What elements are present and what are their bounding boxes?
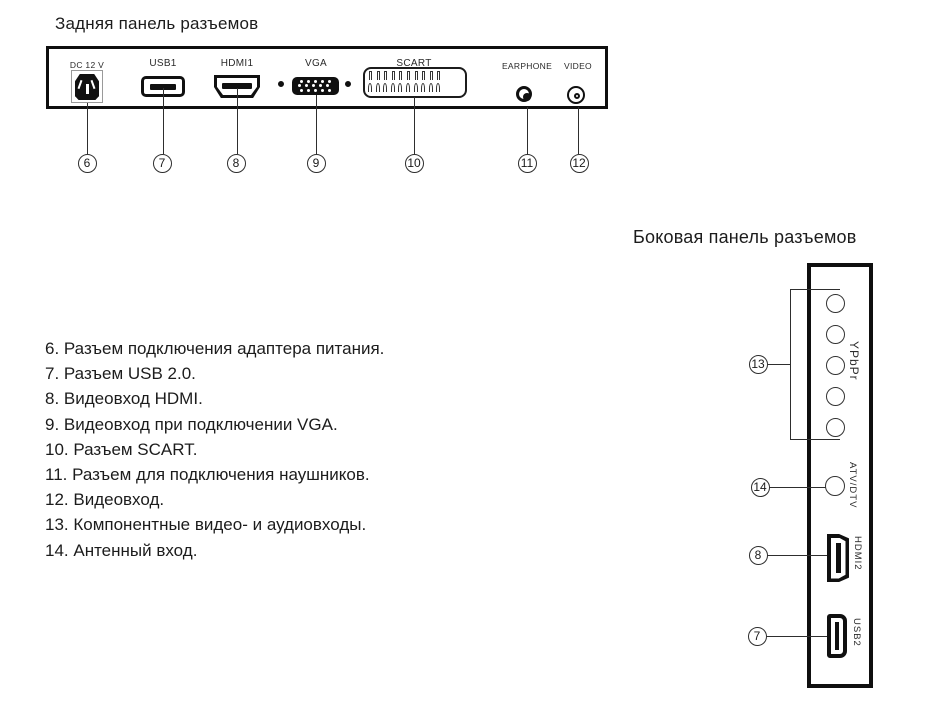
- scart-pin-row-bottom: [368, 83, 441, 92]
- callout-8: 8: [226, 153, 246, 173]
- ypbpr-jack: [826, 325, 845, 344]
- leader-line-7-side: [766, 636, 836, 638]
- leader-line-14: [769, 487, 826, 489]
- vga-pin-row: [292, 88, 339, 92]
- ypbpr-jack: [826, 387, 845, 406]
- ypbpr-bracket: [790, 289, 792, 440]
- vga-label: VGA: [304, 58, 328, 69]
- vga-screw-right: [345, 81, 351, 87]
- earphone-label: EARPHONE: [501, 61, 553, 71]
- ypbpr-jack: [826, 418, 845, 437]
- leader-line-8: [237, 88, 239, 154]
- vga-pin-row: [292, 79, 339, 83]
- legend-item: 7. Разъем USB 2.0.: [45, 364, 196, 384]
- ypbpr-bracket-bottom: [790, 439, 840, 441]
- scart-pin-row-top: [369, 71, 441, 80]
- ypbpr-bracket-top: [790, 289, 840, 291]
- callout-7: 7: [152, 153, 172, 173]
- legend-item: 12. Видеовход.: [45, 490, 165, 510]
- callout-14: 14: [750, 477, 770, 497]
- vga-screw-left: [278, 81, 284, 87]
- legend-item: 13. Компонентные видео- и аудиовходы.: [45, 515, 367, 535]
- antenna-jack: [825, 476, 845, 496]
- usb1-slot: [150, 84, 176, 90]
- video-jack-center: [574, 93, 580, 99]
- side-panel-title: Боковая панель разъемов: [633, 227, 857, 247]
- usb1-label: USB1: [149, 58, 177, 69]
- rear-panel-outline: [46, 46, 608, 109]
- legend-list: 6. Разъем подключения адаптера питания. …: [45, 336, 465, 563]
- callout-11: 11: [517, 153, 537, 173]
- ypbpr-label: YPbPr: [847, 341, 861, 381]
- callout-12: 12: [569, 153, 589, 173]
- leader-line-10: [414, 97, 416, 154]
- ypbpr-jack: [826, 356, 845, 375]
- video-label: VIDEO: [564, 61, 592, 71]
- dc-pin-slit: [86, 84, 89, 94]
- hdmi2-slot: [836, 543, 841, 573]
- hdmi2-label: HDMI2: [852, 536, 863, 571]
- callout-8-side: 8: [748, 545, 768, 565]
- vga-connector: [292, 77, 339, 95]
- antenna-label: ATV/DTV: [847, 462, 858, 509]
- hdmi1-slot: [222, 83, 252, 89]
- usb2-slot: [835, 622, 839, 650]
- leader-line-6: [87, 103, 89, 154]
- callout-9: 9: [306, 153, 326, 173]
- legend-item: 10. Разъем SCART.: [45, 439, 198, 459]
- usb2-label: USB2: [851, 618, 862, 647]
- leader-line-9: [316, 95, 318, 154]
- leader-line-8-side: [767, 555, 839, 557]
- rear-panel-title: Задняя панель разъемов: [55, 14, 259, 33]
- callout-13: 13: [748, 354, 768, 374]
- leader-line-7: [163, 88, 165, 154]
- scart-label: SCART: [396, 58, 432, 69]
- dc-power-label: DC 12 V: [69, 60, 105, 70]
- legend-item: 8. Видеовход HDMI.: [45, 389, 203, 409]
- leader-line-12: [578, 107, 580, 154]
- leader-line-13: [768, 364, 790, 366]
- legend-item: 14. Антенный вход.: [45, 540, 198, 560]
- leader-line-11: [527, 107, 529, 154]
- legend-item: 9. Видеовход при подключении VGA.: [45, 414, 338, 434]
- callout-6: 6: [77, 153, 97, 173]
- legend-item: 6. Разъем подключения адаптера питания.: [45, 339, 385, 358]
- callout-7-side: 7: [747, 626, 767, 646]
- ypbpr-jack: [826, 294, 845, 313]
- callout-10: 10: [404, 153, 424, 173]
- hdmi1-label: HDMI1: [220, 58, 254, 69]
- earphone-jack-center: [523, 93, 531, 101]
- vga-pin-row: [288, 84, 339, 87]
- legend-item: 11. Разъем для подключения наушников.: [45, 465, 370, 485]
